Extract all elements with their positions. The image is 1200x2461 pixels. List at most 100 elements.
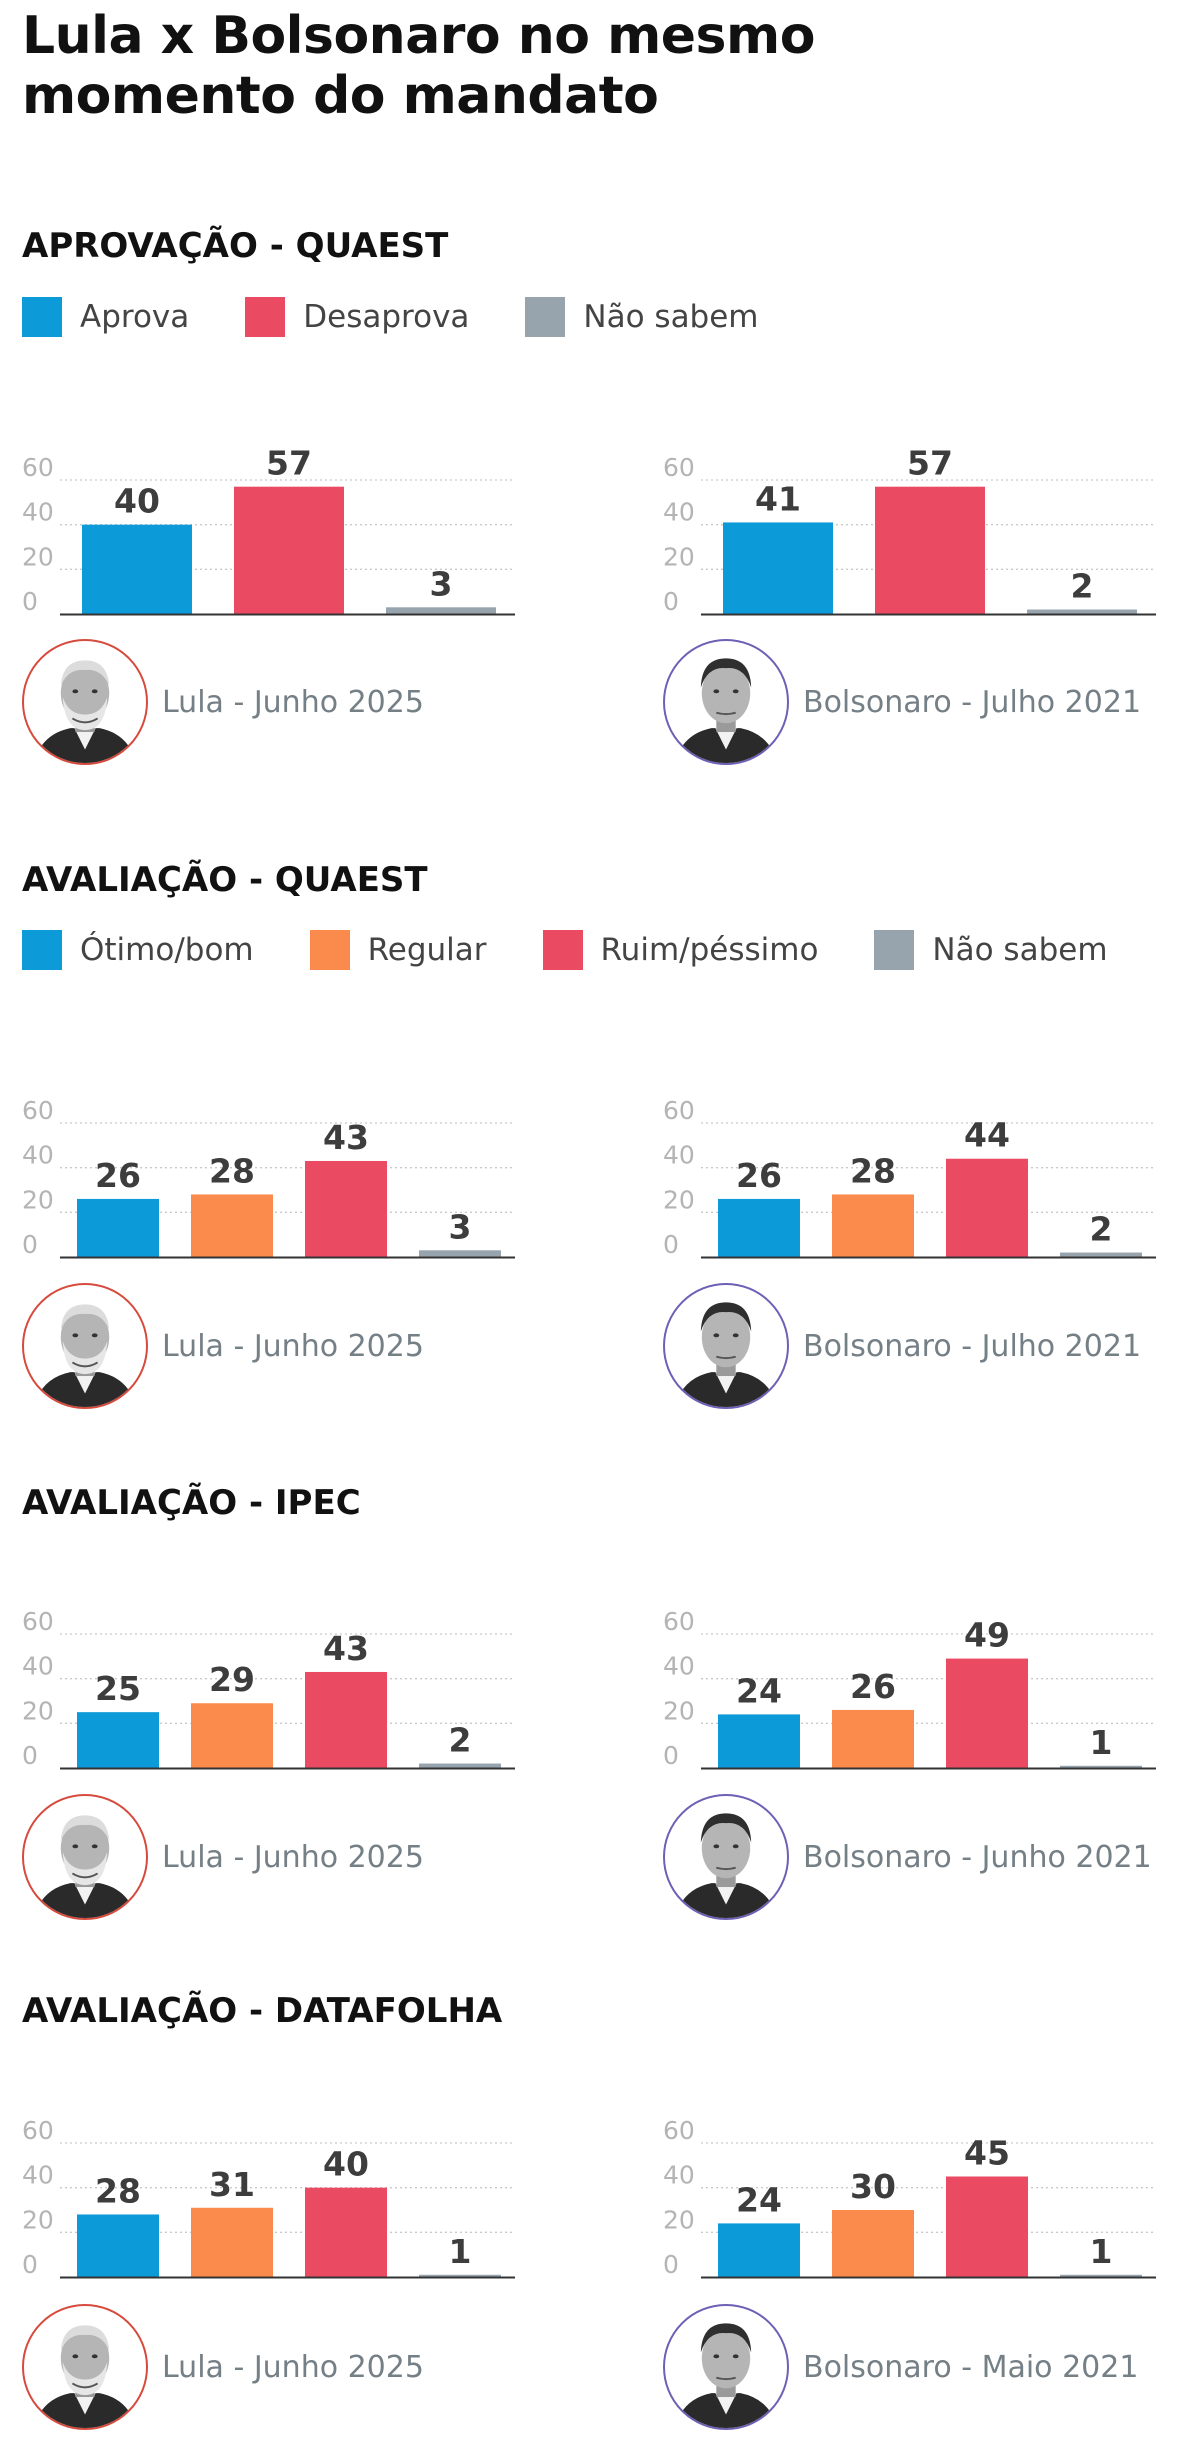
- bar-chart-svg: 0 20 40 60 28 31 40 1: [22, 2116, 515, 2279]
- y-tick-label: 20: [663, 1696, 695, 1725]
- bar-chart-aprovacao-bolsonaro: 0 20 40 60 41 57 2: [641, 444, 1200, 618]
- legend-item-nao-sabem: Não sabem: [874, 930, 1108, 970]
- lula-portrait-svg: [33, 1304, 137, 1407]
- title-line-2: momento do mandato: [22, 66, 659, 126]
- bar-regular: [191, 1703, 273, 1768]
- section-title-aprovacao-quaest: APROVAÇÃO - QUAEST: [22, 226, 449, 266]
- bar-chart-avaliacao-datafolha-lula: 0 20 40 60 28 31 40 1: [0, 2116, 560, 2281]
- hair-shape: [60, 660, 110, 686]
- bar-regular: [191, 1194, 273, 1257]
- collar-shape: [715, 728, 737, 750]
- y-tick-label: 0: [663, 2250, 679, 2279]
- y-tick-label: 40: [22, 1652, 54, 1681]
- collar-shape: [74, 1883, 96, 1905]
- data-label-desaprova: 57: [266, 444, 312, 483]
- collar-shape: [715, 1883, 737, 1905]
- data-label-nao-sabem: 2: [1090, 1210, 1113, 1249]
- y-tick-label: 0: [663, 1230, 679, 1259]
- face-shape: [701, 2328, 751, 2389]
- beard-shape: [62, 2362, 108, 2396]
- face-shape: [60, 1307, 110, 1368]
- bar-chart-svg: 0 20 40 60 26 28 44 2: [663, 1096, 1156, 1259]
- caption-avaliacao-quaest-lula: Lula - Junho 2025: [22, 1280, 424, 1412]
- bar-ruim-pessimo: [946, 1658, 1028, 1768]
- y-tick-label: 40: [663, 498, 695, 527]
- legend-swatch-otimo-bom: [22, 930, 62, 970]
- legend-label-ruim-pessimo: Ruim/péssimo: [600, 932, 819, 968]
- eye-left: [713, 689, 720, 694]
- bolsonaro-portrait-svg: [674, 658, 778, 763]
- bolsonaro-portrait-svg: [674, 1302, 778, 1407]
- lula-portrait-svg: [33, 1815, 137, 1918]
- lula-portrait-icon: [22, 639, 148, 765]
- y-tick-label: 60: [663, 453, 695, 482]
- y-tick-label: 20: [22, 1185, 54, 1214]
- hair-shape: [700, 658, 752, 688]
- legend-label-regular: Regular: [367, 932, 487, 968]
- y-tick-label: 40: [22, 2161, 54, 2190]
- data-label-aprova: 41: [755, 479, 801, 518]
- page-title: Lula x Bolsonaro no mesmo momento do man…: [22, 6, 1122, 126]
- y-tick-label: 40: [663, 1652, 695, 1681]
- mouth-shape: [716, 1355, 736, 1360]
- y-tick-label: 40: [22, 498, 54, 527]
- data-label-ruim-pessimo: 40: [323, 2145, 369, 2184]
- legend-avaliacao: Ótimo/bom Regular Ruim/péssimo Não sabem: [22, 928, 1164, 972]
- smile-shape: [71, 1872, 99, 1879]
- eye-right: [91, 1844, 98, 1849]
- data-label-desaprova: 57: [907, 444, 953, 483]
- bar-chart-avaliacao-quaest-lula: 0 20 40 60 26 28 43 3: [0, 1096, 560, 1261]
- legend-swatch-regular: [309, 930, 350, 970]
- caption-label: Bolsonaro - Maio 2021: [803, 2349, 1139, 2385]
- mouth-shape: [716, 1866, 736, 1871]
- bar-ruim-pessimo: [946, 2176, 1028, 2277]
- bar-chart-avaliacao-ipec-lula: 0 20 40 60 25 29 43 2: [0, 1607, 560, 1772]
- y-tick-label: 60: [22, 1607, 54, 1636]
- bar-chart-svg: 0 20 40 60 26 28 43 3: [22, 1096, 515, 1259]
- face-shape: [60, 1818, 110, 1879]
- data-label-regular: 28: [209, 1151, 255, 1190]
- caption-aprovacao-bolsonaro: Bolsonaro - Julho 2021: [663, 636, 1141, 768]
- data-label-otimo-bom: 28: [95, 2171, 141, 2210]
- bar-aprova: [723, 522, 833, 614]
- bar-regular: [832, 2210, 914, 2277]
- data-label-nao-sabem: 1: [1090, 2232, 1113, 2271]
- legend-label-aprova: Aprova: [80, 299, 190, 335]
- legend-swatch-aprova: [22, 297, 62, 337]
- y-tick-label: 0: [22, 1230, 38, 1259]
- legend-item-ruim-pessimo: Ruim/péssimo: [542, 930, 819, 970]
- data-label-regular: 26: [850, 1667, 896, 1706]
- eye-left: [72, 2354, 79, 2359]
- eye-left: [72, 1333, 79, 1338]
- mouth-shape: [716, 2376, 736, 2381]
- beard-shape: [62, 1341, 108, 1375]
- bar-nao-sabem: [1060, 2274, 1142, 2277]
- bolsonaro-portrait-icon: [663, 2304, 789, 2430]
- y-tick-label: 0: [22, 2250, 38, 2279]
- data-label-nao-sabem: 2: [1071, 567, 1094, 606]
- data-label-otimo-bom: 26: [95, 1156, 141, 1195]
- data-label-otimo-bom: 24: [736, 1671, 782, 1710]
- y-tick-label: 20: [663, 1185, 695, 1214]
- smile-shape: [71, 1361, 99, 1368]
- y-tick-label: 40: [22, 1141, 54, 1170]
- bar-otimo-bom: [718, 1198, 800, 1257]
- bar-nao-sabem: [419, 1250, 501, 1257]
- bar-chart-avaliacao-ipec-bolsonaro: 0 20 40 60 24 26 49 1: [641, 1607, 1200, 1772]
- caption-avaliacao-datafolha-bolsonaro: Bolsonaro - Maio 2021: [663, 2301, 1138, 2433]
- bar-chart-svg: 0 20 40 60 24 26 49 1: [663, 1607, 1156, 1770]
- bar-nao-sabem: [1060, 1765, 1142, 1768]
- lula-portrait-icon: [22, 2304, 148, 2430]
- data-label-regular: 29: [209, 1660, 255, 1699]
- bar-nao-sabem: [1027, 609, 1137, 614]
- smile-shape: [71, 2382, 99, 2389]
- bar-otimo-bom: [77, 1198, 159, 1257]
- bar-otimo-bom: [718, 1714, 800, 1768]
- hair-shape: [60, 1815, 110, 1841]
- lula-portrait-icon: [22, 1794, 148, 1920]
- caption-aprovacao-lula: Lula - Junho 2025: [22, 636, 424, 768]
- bar-regular: [832, 1709, 914, 1768]
- title-line-1: Lula x Bolsonaro no mesmo: [22, 6, 815, 66]
- bar-regular: [832, 1194, 914, 1257]
- legend-label-otimo-bom: Ótimo/bom: [80, 932, 254, 968]
